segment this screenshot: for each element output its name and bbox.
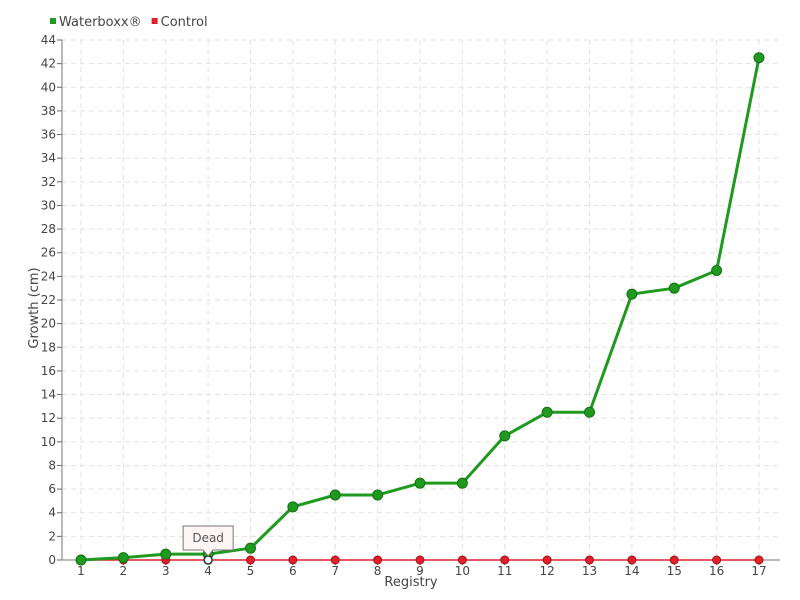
x-tick-label: 3 [162, 564, 170, 578]
y-tick-label: 18 [41, 340, 56, 354]
annotations: Dead [182, 525, 234, 565]
y-tick-label: 10 [41, 435, 56, 449]
x-tick-label: 5 [247, 564, 255, 578]
data-point [75, 554, 87, 566]
data-point [753, 52, 765, 64]
data-point [499, 430, 511, 442]
data-point [329, 489, 341, 501]
y-tick-label: 30 [41, 198, 56, 212]
data-point [668, 282, 680, 294]
data-point [754, 555, 764, 565]
legend-item[interactable]: Waterboxx® [50, 15, 142, 30]
x-tick-label: 17 [751, 564, 766, 578]
x-tick-label: 16 [709, 564, 724, 578]
data-point [712, 555, 722, 565]
y-tick-label: 44 [41, 33, 56, 47]
x-tick-label: 13 [582, 564, 597, 578]
data-point [626, 288, 638, 300]
y-tick-label: 28 [41, 222, 56, 236]
data-point [456, 477, 468, 489]
data-point [711, 264, 723, 276]
data-point [500, 555, 510, 565]
data-point [669, 555, 679, 565]
x-tick-label: 6 [289, 564, 297, 578]
legend-label: Control [161, 15, 208, 30]
series-lines [75, 52, 765, 566]
x-tick-label: 14 [624, 564, 639, 578]
y-axis-title: Growth (cm) [27, 267, 42, 348]
grid [62, 39, 780, 560]
y-tick-label: 34 [41, 151, 56, 165]
data-point [373, 555, 383, 565]
y-tick-label: 24 [41, 269, 56, 283]
y-tick-label: 8 [48, 458, 56, 472]
x-tick-label: 1 [77, 564, 85, 578]
tick-labels: 0246810121416182022242628303234363840424… [41, 33, 767, 578]
data-point [541, 406, 553, 418]
x-tick-label: 11 [497, 564, 512, 578]
data-point [372, 489, 384, 501]
x-tick-label: 7 [331, 564, 339, 578]
y-tick-label: 14 [41, 388, 56, 402]
data-point [585, 555, 594, 565]
x-tick-label: 15 [667, 564, 682, 578]
annotation-marker [203, 555, 213, 565]
y-tick-label: 40 [41, 80, 56, 94]
y-tick-label: 22 [41, 293, 56, 307]
x-tick-label: 4 [204, 564, 212, 578]
data-point [246, 555, 255, 565]
data-point [288, 555, 298, 565]
x-tick-label: 2 [120, 564, 128, 578]
y-tick-label: 36 [41, 128, 56, 142]
data-point [117, 552, 129, 564]
x-tick-label: 10 [455, 564, 470, 578]
x-tick-label: 12 [539, 564, 554, 578]
y-tick-label: 20 [41, 317, 56, 331]
data-point [414, 477, 426, 489]
y-tick-label: 38 [41, 104, 56, 118]
y-tick-label: 2 [48, 529, 56, 543]
y-tick-label: 16 [41, 364, 56, 378]
legend-swatch [151, 18, 158, 24]
legend[interactable]: Waterboxx® Control [50, 15, 208, 30]
annotation-callout [182, 525, 234, 557]
y-tick-label: 42 [41, 57, 56, 71]
y-tick-label: 4 [48, 506, 56, 520]
y-tick-label: 12 [41, 411, 56, 425]
data-point [160, 548, 172, 560]
data-point [542, 555, 552, 565]
x-tick-label: 8 [374, 564, 382, 578]
data-point [415, 555, 425, 565]
data-point [457, 555, 467, 565]
y-tick-label: 26 [41, 246, 56, 260]
y-tick-label: 32 [41, 175, 56, 189]
legend-label: Waterboxx® [59, 15, 142, 30]
y-tick-label: 0 [48, 553, 56, 567]
data-point [330, 555, 340, 565]
legend-swatch [50, 18, 56, 24]
annotation-label: Dead [192, 531, 224, 545]
x-axis-title: Registry [384, 575, 438, 590]
data-point [245, 542, 256, 554]
data-point [584, 406, 595, 418]
x-tick-label: 9 [416, 564, 424, 578]
data-point [627, 555, 637, 565]
y-tick-label: 6 [48, 482, 56, 496]
data-point [287, 501, 299, 513]
legend-item[interactable]: Control [151, 15, 208, 30]
